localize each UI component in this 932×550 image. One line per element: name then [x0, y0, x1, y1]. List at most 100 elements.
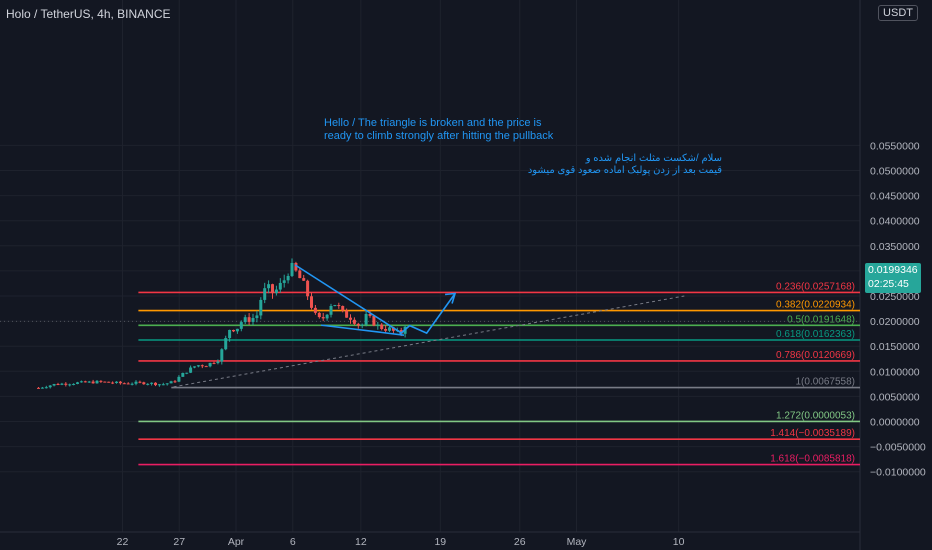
- candle-body: [115, 381, 119, 383]
- candle-body: [142, 382, 146, 385]
- candle-body: [87, 381, 91, 383]
- symbol-title: Holo / TetherUS, 4h, BINANCE: [6, 7, 171, 21]
- candle-body: [103, 381, 107, 383]
- candle-body: [79, 381, 83, 383]
- candle-body: [294, 262, 298, 271]
- y-tick-label: 0.0000000: [870, 417, 920, 429]
- x-tick-label: 27: [173, 536, 185, 548]
- candle-body: [298, 270, 302, 279]
- last-price-label: 0.0199346 02:25:45: [865, 263, 921, 293]
- candle-body: [329, 305, 333, 315]
- candle-body: [95, 380, 99, 384]
- candle-body: [278, 282, 282, 290]
- x-tick-label: May: [567, 536, 588, 548]
- x-tick-label: 6: [290, 536, 296, 548]
- candle-body: [349, 317, 353, 320]
- triangle-upper-line: [294, 264, 403, 334]
- candle-body: [286, 275, 290, 281]
- candle-body: [337, 305, 341, 307]
- currency-button[interactable]: USDT: [878, 5, 918, 21]
- y-tick-label: 0.0550000: [870, 140, 920, 152]
- projection-arrowhead: [444, 292, 457, 304]
- candle-body: [228, 329, 232, 339]
- y-tick-label: 0.0450000: [870, 191, 920, 203]
- candle-body: [165, 383, 169, 385]
- candle-body: [321, 317, 325, 319]
- candle-body: [134, 381, 138, 384]
- annotation-persian: سلام /شکست مثلث انجام شده و قیمت بعد از …: [527, 153, 722, 176]
- candle-body: [196, 365, 200, 367]
- candle-body: [37, 387, 41, 389]
- candle-body: [177, 376, 181, 382]
- triangle-lower-line: [321, 324, 405, 336]
- y-tick-label: 0.0400000: [870, 216, 920, 228]
- candle-body: [317, 312, 321, 318]
- x-tick-label: 22: [117, 536, 129, 548]
- candle-body: [200, 365, 204, 367]
- candle-body: [189, 367, 193, 373]
- candle-body: [263, 288, 267, 300]
- fib-level-label: 1(0.0067558): [796, 377, 856, 388]
- annotation-english: Hello / The triangle is broken and the p…: [324, 117, 554, 142]
- candle-body: [118, 381, 122, 384]
- candle-body: [372, 315, 376, 326]
- candle-body: [325, 314, 329, 319]
- x-tick-label: 26: [514, 536, 526, 548]
- candle-body: [341, 306, 345, 311]
- x-tick-label: 19: [434, 536, 446, 548]
- candle-body: [239, 322, 243, 329]
- candle-body: [212, 362, 216, 364]
- candle-body: [173, 381, 177, 383]
- y-tick-label: −0.0050000: [870, 442, 926, 454]
- candle-body: [267, 284, 271, 289]
- candle-body: [52, 383, 56, 386]
- candle-body: [99, 380, 103, 382]
- candle-body: [91, 381, 95, 384]
- candle-body: [384, 328, 388, 331]
- candle-body: [44, 387, 48, 389]
- candle-body: [352, 319, 356, 324]
- fib-level-label: 0.786(0.0120669): [776, 350, 855, 361]
- fib-level-label: 0.236(0.0257168): [776, 281, 855, 292]
- candle-body: [157, 384, 161, 386]
- candle-body: [122, 383, 126, 385]
- bar-countdown: 02:25:45: [868, 278, 909, 290]
- candle-body: [380, 324, 384, 329]
- candle-body: [40, 387, 44, 389]
- candle-body: [290, 262, 294, 276]
- fib-level-label: 0.382(0.0220934): [776, 300, 855, 311]
- y-tick-label: −0.0100000: [870, 467, 926, 479]
- y-tick-label: 0.0250000: [870, 291, 920, 303]
- candle-body: [111, 382, 115, 384]
- candle-body: [146, 383, 150, 385]
- candle-body: [271, 284, 275, 294]
- candle-body: [255, 315, 259, 319]
- candle-body: [364, 313, 368, 325]
- candle-body: [107, 381, 111, 383]
- candle-body: [126, 383, 130, 385]
- candle-body: [306, 280, 310, 297]
- fib-level-label: 1.618(−0.0085818): [770, 454, 855, 465]
- candle-body: [333, 305, 337, 307]
- candle-body: [247, 317, 251, 322]
- candle-body: [193, 366, 197, 368]
- candle-body: [150, 382, 154, 384]
- candle-body: [259, 299, 263, 316]
- fib-level-label: 1.272(0.0000053): [776, 410, 855, 421]
- projection-path: [398, 293, 456, 336]
- candle-body: [138, 381, 142, 383]
- candle-body: [185, 372, 189, 374]
- candle-body: [251, 318, 255, 322]
- x-tick-label: 10: [673, 536, 685, 548]
- candle-body: [56, 383, 60, 385]
- candle-body: [368, 313, 372, 316]
- candle-body: [130, 383, 134, 385]
- candle-body: [224, 338, 228, 350]
- y-tick-label: 0.0050000: [870, 391, 920, 403]
- candle-body: [68, 384, 72, 386]
- y-tick-label: 0.0350000: [870, 241, 920, 253]
- candle-body: [83, 381, 87, 383]
- candle-body: [208, 362, 212, 367]
- candle-body: [220, 349, 224, 362]
